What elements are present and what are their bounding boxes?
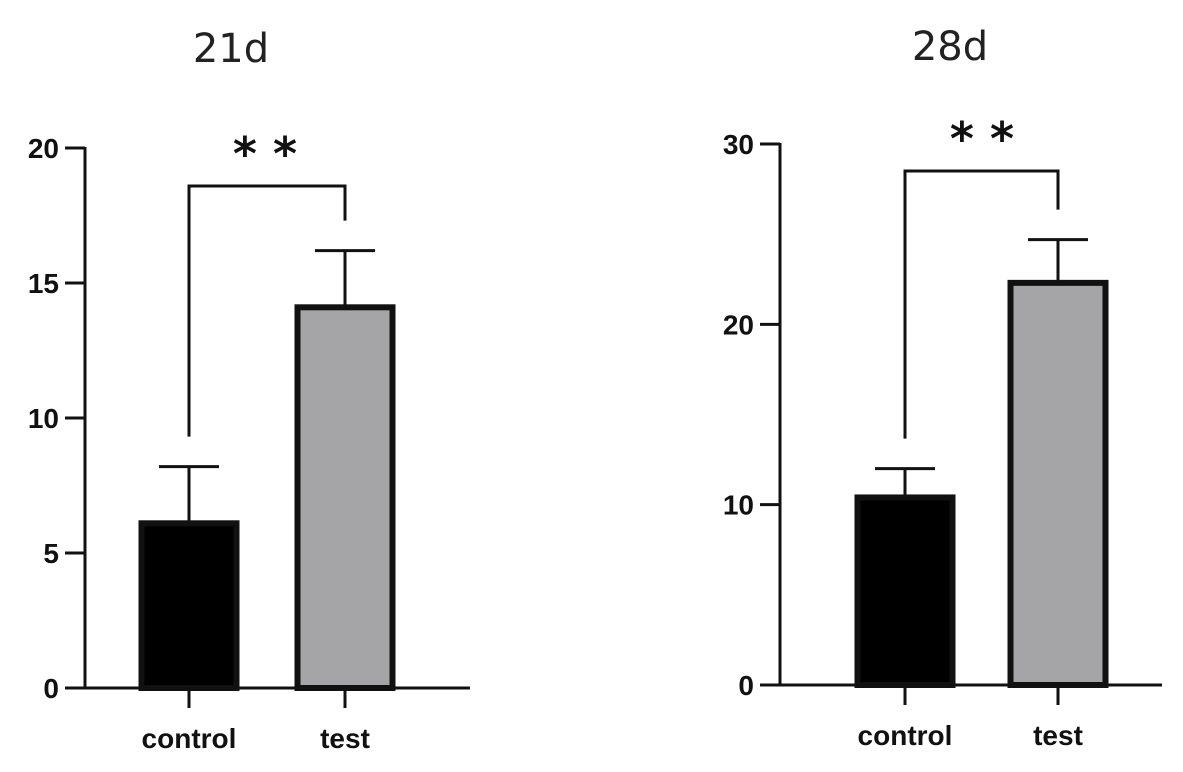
significance-bracket (903, 169, 1060, 439)
y-tick-label: 10 (723, 490, 754, 521)
chart-title: 28d (912, 24, 988, 70)
bar-control (854, 494, 956, 688)
y-tick-label: 15 (28, 268, 59, 299)
x-tick-label-test: test (320, 723, 370, 754)
significance-label: * * (950, 112, 1014, 166)
significance-label: * * (233, 127, 297, 181)
bar-test (1007, 279, 1109, 688)
y-tick-label: 10 (28, 403, 59, 434)
chart-title: 21d (193, 26, 269, 72)
bar-control (138, 520, 240, 691)
chart-panel-21d: 21d 0 5 10 15 20 control test * * (28, 26, 470, 754)
x-tick-label-test: test (1033, 720, 1083, 751)
y-tick-label: 20 (723, 309, 754, 340)
y-tick-label: 5 (43, 538, 59, 569)
y-tick-label: 0 (43, 673, 59, 704)
bar-test (294, 304, 396, 691)
y-tick-label: 20 (28, 133, 59, 164)
y-tick-label: 30 (723, 129, 754, 160)
x-tick-label-control: control (142, 723, 237, 754)
chart-panel-28d: 28d 0 10 20 30 control test * * (723, 24, 1162, 751)
x-tick-label-control: control (858, 720, 953, 751)
significance-bracket (187, 184, 347, 437)
y-tick-label: 0 (738, 670, 754, 701)
